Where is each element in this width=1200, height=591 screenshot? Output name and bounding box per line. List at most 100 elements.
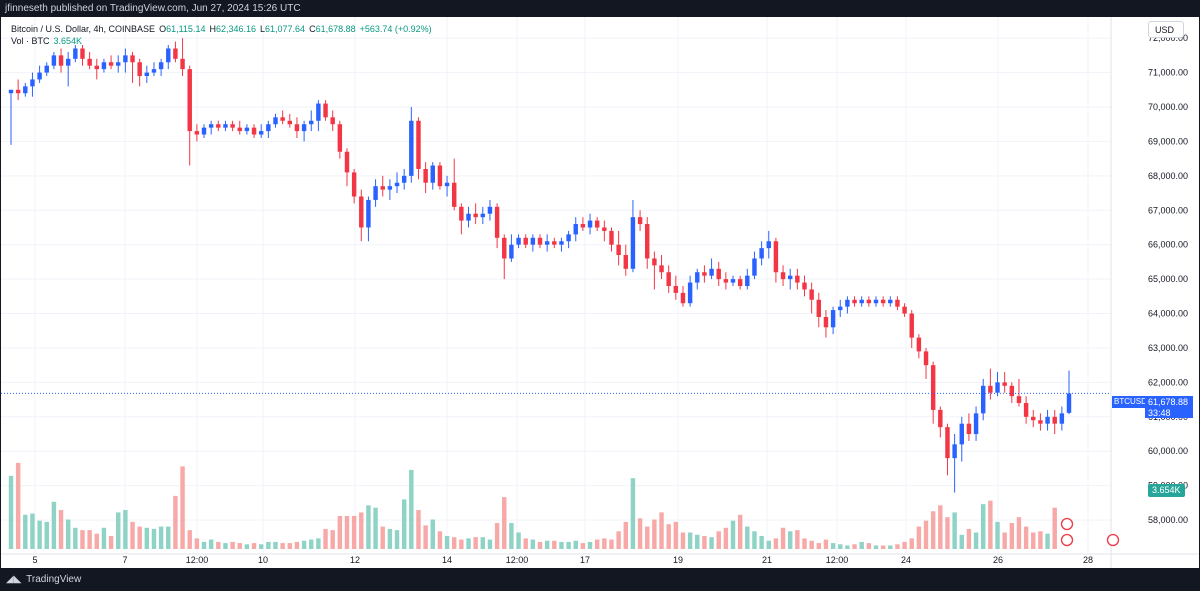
candle-body (173, 48, 178, 59)
currency-selector[interactable]: USD (1148, 21, 1184, 38)
volume-bar (623, 521, 628, 549)
y-tick-label: 64,000.00 (1148, 309, 1188, 319)
candle-body (208, 124, 214, 128)
x-tick-label: 28 (1083, 555, 1093, 565)
volume-bar (938, 505, 943, 549)
volume-bar (309, 539, 314, 549)
volume-bar (759, 536, 764, 549)
volume-bar (859, 541, 864, 549)
y-tick-label: 67,000.00 (1148, 205, 1188, 215)
volume-bar (959, 534, 964, 549)
volume-bar (330, 530, 335, 549)
volume-bar (1023, 526, 1029, 549)
volume-bar (173, 495, 178, 549)
candle-body (137, 62, 142, 77)
volume-bar (637, 518, 643, 549)
chart-frame[interactable]: 72,000.00 71,000.00 70,000.00 69,000.00 68,0… (0, 17, 1200, 568)
candle-body (530, 237, 536, 245)
tradingview-logo-icon: ◢◣ (6, 574, 22, 585)
candle-body (294, 124, 300, 132)
price-tag-countdown: 33:48 (1145, 408, 1193, 418)
price-tag-symbol: BTCUSD (1112, 396, 1149, 408)
volume-bar (730, 520, 736, 549)
candle-body (1002, 382, 1007, 386)
volume-bar (1038, 531, 1043, 549)
volume-bar (973, 532, 979, 549)
candle-body (452, 182, 457, 207)
candle-body (15, 89, 21, 94)
candle-body (766, 241, 771, 249)
candle-body (602, 227, 607, 231)
candle-body (459, 206, 464, 221)
legend-open: 61,115.14 (166, 24, 206, 34)
volume-bar (880, 545, 886, 549)
candle-body (702, 272, 707, 276)
candle-body (351, 172, 357, 197)
y-tick-label: 58,000.00 (1148, 515, 1188, 525)
x-tick-label: 12:00 (186, 555, 209, 565)
volume-bar (416, 510, 421, 549)
volume-bar (823, 539, 829, 549)
volume-bar (988, 500, 993, 549)
volume-bar (444, 536, 450, 549)
candle-body (44, 65, 49, 73)
volume-bar (423, 525, 428, 549)
volume-bar (30, 513, 35, 549)
candle-body (687, 282, 693, 304)
candle-body (509, 244, 514, 259)
candle-body (852, 299, 857, 304)
y-tick-label: 71,000.00 (1148, 68, 1188, 78)
candle-body (309, 120, 314, 125)
volume-bar (194, 538, 200, 549)
volume-bar (201, 541, 207, 549)
candle-body (1066, 393, 1072, 413)
candle-body (737, 279, 743, 286)
candlestick-chart[interactable]: 72,000.00 71,000.00 70,000.00 69,000.00 68,0… (1, 17, 1199, 568)
candle-body (430, 165, 435, 183)
volume-bar (287, 543, 293, 549)
volume-bar (809, 540, 814, 549)
legend-change: +563.74 (+0.92%) (359, 24, 432, 34)
volume-bar (502, 497, 507, 549)
price-tag: BTCUSD 61,678.88 33:48 (1112, 396, 1193, 420)
x-tick-label: 7 (122, 555, 127, 565)
volume-bar (981, 504, 986, 549)
volume-bar (609, 539, 614, 549)
candle-body (823, 316, 829, 328)
volume-bar (873, 545, 879, 549)
volume-bar (544, 540, 550, 549)
candle-body (330, 117, 335, 125)
candle-body (287, 120, 293, 125)
volume-bar (559, 541, 564, 549)
candle-body (108, 62, 114, 66)
candle-body (223, 124, 228, 128)
candle-body (673, 286, 679, 293)
candle-body (773, 241, 779, 273)
candle-body (709, 268, 714, 276)
volume-bar (680, 532, 686, 549)
flag-marker-icon (1106, 533, 1120, 547)
candle-body (895, 299, 900, 307)
volume-bar (1016, 517, 1022, 549)
candle-body (645, 224, 650, 259)
volume-bar (237, 543, 242, 549)
footer-brand: TradingView (26, 574, 82, 585)
volume-bar (752, 531, 757, 549)
volume-bar (8, 475, 14, 549)
candle-body (859, 299, 864, 304)
candle-body (909, 313, 914, 338)
candle-body (394, 182, 400, 187)
published-text: jfinneseth published on TradingView.com,… (5, 3, 301, 14)
volume-bar (401, 499, 407, 549)
candle-body (230, 124, 235, 128)
candle-body (523, 237, 528, 245)
x-tick-label: 12:00 (826, 555, 849, 565)
candle-body (695, 272, 700, 283)
candle-body (845, 299, 850, 307)
candle-body (759, 248, 764, 259)
candle-body (637, 217, 643, 225)
volume-bar (945, 517, 950, 549)
candle-body (101, 62, 107, 70)
volume-bar (888, 545, 893, 549)
volume-bar (387, 528, 393, 549)
